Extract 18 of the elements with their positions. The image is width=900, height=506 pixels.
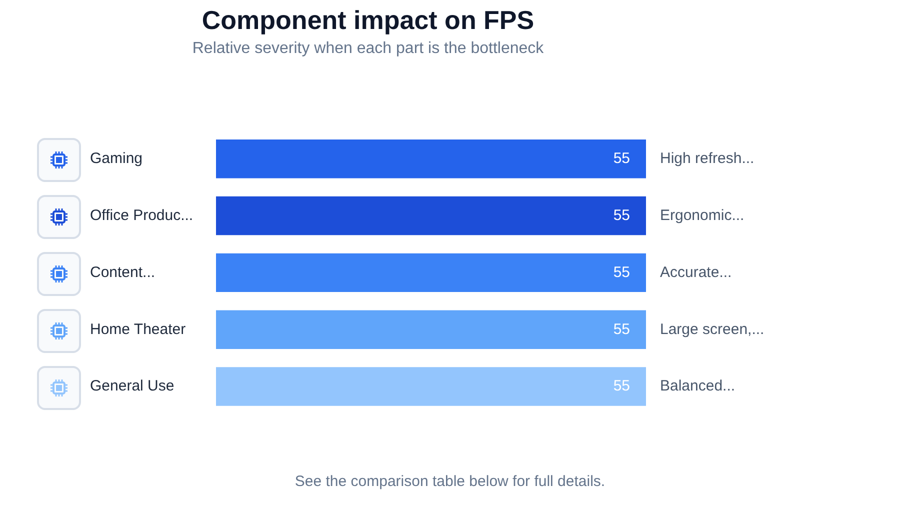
data-label: 55 — [613, 150, 630, 167]
chart-title: Component impact on FPS — [202, 4, 534, 35]
data-label: 55 — [613, 378, 630, 395]
chart-subtitle: Relative severity when each part is the bottleneck — [192, 40, 545, 58]
y-tick-label: General Use — [90, 378, 174, 395]
y-tick-label: Home Theater — [90, 320, 186, 338]
text: Large screen,... — [660, 320, 764, 338]
text: Accurate... — [660, 264, 732, 281]
y-tick-label: Office Produc... — [90, 206, 194, 224]
y-tick-label: Gaming — [90, 150, 143, 167]
data-label: 55 — [613, 264, 630, 281]
data-label: 55 — [613, 206, 630, 224]
text: See the comparison table below for full details. — [294, 473, 606, 490]
text: High refresh... — [660, 150, 754, 167]
text: Ergonomic... — [660, 206, 744, 224]
y-tick-label: Content... — [90, 264, 156, 281]
data-label: 55 — [613, 320, 630, 338]
text: Balanced... — [660, 378, 736, 395]
